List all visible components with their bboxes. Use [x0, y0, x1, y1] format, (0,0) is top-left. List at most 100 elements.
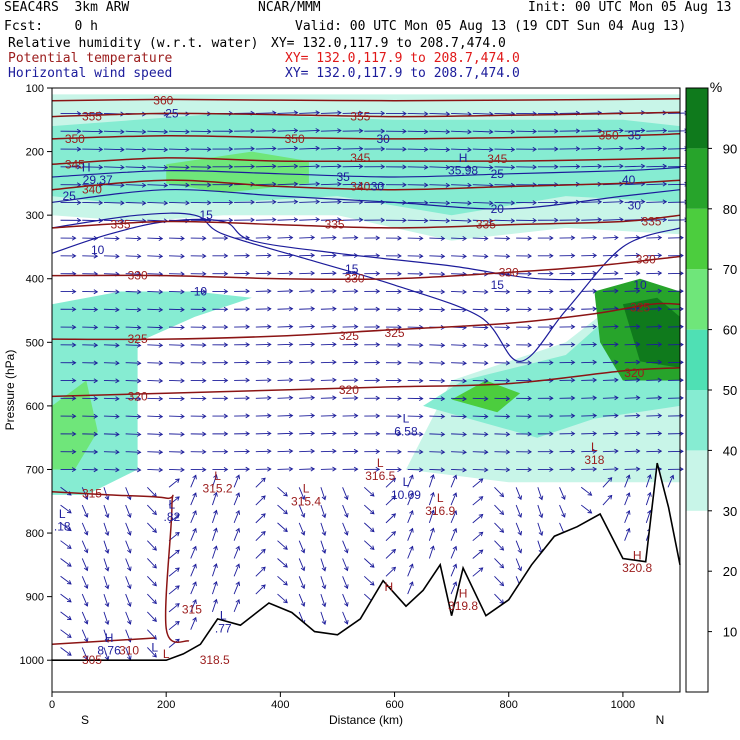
wind-vector-174 [60, 217, 82, 223]
wind-vector-597 [429, 467, 446, 473]
wind-vector-461 [624, 377, 641, 383]
wind-vector-289 [668, 270, 684, 276]
x-tick-label: 400 [271, 699, 289, 711]
wind-vector-532 [277, 431, 294, 436]
wind-vector-165 [494, 200, 516, 206]
wind-vector-726 [255, 548, 266, 559]
wind-vector-285 [581, 270, 598, 276]
wind-vector-69 [299, 145, 321, 151]
wind-vector-307 [429, 289, 446, 295]
wind-vector-795 [168, 620, 180, 631]
wind-vector-72 [364, 146, 386, 152]
wind-vector-752 [342, 576, 349, 590]
extremum-label-39: 30 [628, 199, 642, 213]
wind-vector-603 [559, 466, 576, 472]
wind-vector-260 [668, 253, 684, 259]
wind-vector-61 [125, 147, 147, 153]
wind-vector-687 [515, 522, 523, 536]
wind-vector-389 [320, 342, 337, 347]
wind-vector-657 [472, 496, 484, 506]
wind-vector-149 [147, 200, 169, 206]
wind-vector-322 [125, 307, 142, 313]
wind-vector-416 [277, 359, 294, 365]
wind-vector-743 [147, 575, 157, 587]
wind-vector-272 [299, 270, 316, 276]
wind-vector-584 [147, 467, 164, 473]
colorbar-tick-label: 60 [723, 323, 737, 338]
x-axis: 0 200 400 600 800 1000 [49, 692, 635, 711]
wind-vector-59 [82, 146, 104, 152]
wind-vector-116 [60, 182, 82, 188]
wind-vector-712 [494, 540, 505, 551]
wind-vector-132 [407, 182, 429, 188]
wind-vector-700 [233, 527, 241, 541]
wind-vector-701 [255, 530, 266, 542]
wind-vector-241 [255, 253, 272, 258]
wind-vector-789 [342, 611, 349, 625]
wind-vector-48 [472, 129, 494, 135]
x-tick-label: 1000 [611, 699, 635, 711]
isotach-20 [51, 188, 681, 210]
contour-label-34: 10 [633, 278, 647, 292]
wind-vector-95 [234, 164, 255, 169]
field-theta-name: Potential temperature [8, 51, 173, 66]
wind-vector-501 [234, 413, 250, 419]
wind-vector-128 [320, 181, 342, 187]
contour-label-19: 325 [339, 329, 359, 343]
wind-vector-155 [277, 199, 299, 205]
wind-vector-67 [255, 146, 277, 151]
wind-vector-254 [537, 253, 554, 259]
wind-vector-606 [624, 466, 641, 472]
wind-vector-348 [60, 324, 77, 330]
wind-vector-733 [407, 545, 414, 559]
wind-vectors [60, 110, 689, 661]
wind-vector-232 [60, 253, 77, 259]
wind-vector-626 [428, 474, 435, 488]
wind-vector-217 [364, 235, 381, 241]
isentrope-330 [51, 255, 681, 281]
extremum-label-10: L [403, 475, 410, 489]
wind-vector-102 [385, 164, 407, 170]
wind-vector-404 [646, 342, 663, 347]
wind-vector-243 [299, 252, 316, 258]
wind-vector-381 [147, 342, 164, 348]
wind-vector-372 [581, 324, 598, 330]
wind-vector-485 [516, 396, 532, 401]
contour-label-8: 345 [487, 152, 507, 166]
wind-vector-601 [516, 467, 532, 473]
wind-vector-51 [537, 128, 559, 134]
wind-vector-367 [472, 325, 489, 330]
wind-vector-544 [537, 431, 554, 437]
wind-vector-167 [537, 200, 559, 205]
wind-vector-185 [299, 217, 321, 222]
wind-vector-564 [342, 448, 359, 454]
wind-vector-605 [602, 466, 619, 472]
colorbar-band-6 [686, 148, 708, 209]
extremum-label-36: 35.98 [448, 164, 478, 178]
wind-vector-618 [255, 477, 266, 488]
wind-vector-663 [602, 494, 613, 506]
wind-vector-686 [494, 522, 505, 533]
wind-vector-120 [147, 182, 169, 188]
wind-vector-565 [364, 449, 381, 454]
wind-vector-71 [342, 146, 364, 152]
wind-vector-558 [212, 449, 229, 455]
wind-vector-559 [234, 449, 250, 454]
wind-vector-78 [494, 147, 516, 152]
wind-vector-64 [190, 146, 212, 152]
wind-vector-724 [211, 545, 218, 559]
wind-vector-426 [494, 360, 511, 366]
wind-vector-561 [277, 448, 294, 454]
extremum-label-0: L [59, 507, 66, 521]
wind-vector-162 [429, 200, 451, 206]
init-time: Init: 00 UTC Mon 05 Aug 13 [528, 0, 732, 15]
wind-vector-649 [298, 504, 306, 518]
wind-vector-196 [537, 217, 559, 223]
wind-vector-734 [428, 545, 435, 559]
wind-vector-198 [581, 217, 603, 223]
wind-vector-434 [668, 359, 684, 365]
wind-vector-288 [646, 270, 663, 276]
wind-vector-222 [472, 236, 489, 241]
wind-vector-742 [125, 576, 132, 590]
contour-label-13: 335 [476, 218, 496, 232]
